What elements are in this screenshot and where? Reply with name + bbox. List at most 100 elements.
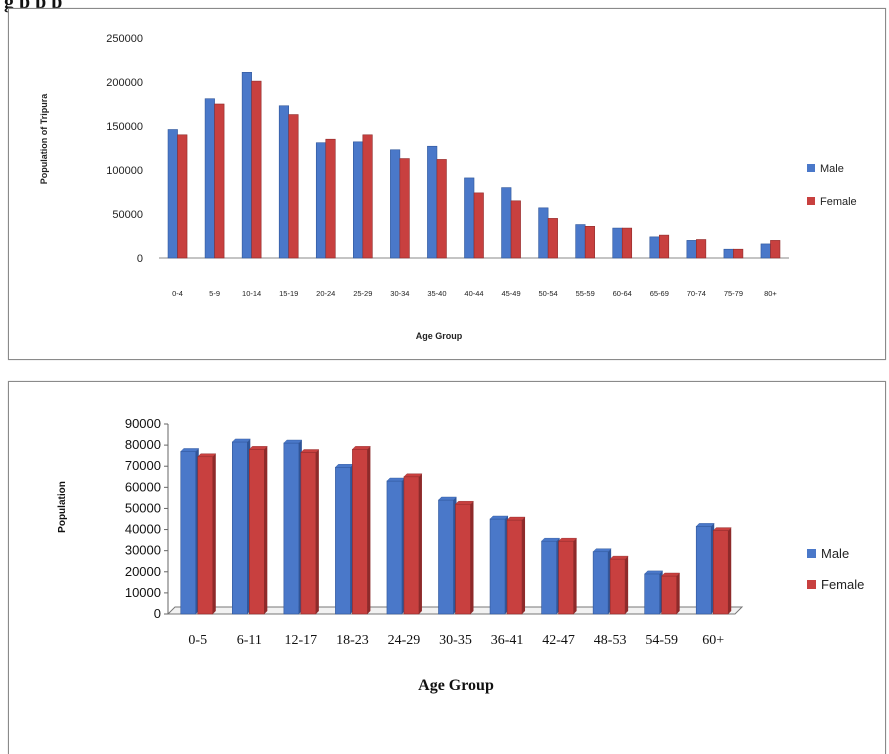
chart-2-bar-female-side (264, 446, 268, 614)
chart-2-xtick-label: 18-23 (336, 633, 369, 648)
chart-1-bar-female (696, 239, 707, 259)
chart-2-xtick-label: 12-17 (285, 633, 318, 648)
chart-2-bar-female-front (352, 449, 368, 615)
chart-2-bar-male (592, 548, 612, 615)
chart-1-xtick-label: 50-54 (539, 289, 558, 298)
chart-2-bar-female-side (625, 556, 629, 614)
chart-1-bar-male (649, 236, 660, 259)
chart-2-bar-female (455, 501, 474, 615)
chart-2-bar-male-front (232, 441, 248, 615)
chart-2-bar-male (283, 439, 303, 615)
chart-1-svg: 0 50000 100000 150000 200000 250000 0-4 5-9 10-… (39, 33, 857, 341)
chart-2-bar-female-top (661, 572, 681, 577)
chart-1-bar-male (575, 224, 586, 259)
chart-2-bar-male (334, 464, 354, 615)
chart-2-legend-male-swatch (807, 549, 816, 558)
chart-2-bar-female (248, 446, 268, 615)
chart-2-xtick-label: 42-47 (542, 633, 575, 648)
chart-2-bar-male-front (180, 451, 197, 615)
chart-1-ytick-label: 250000 (106, 33, 143, 45)
chart-2-bar-female-front (249, 449, 265, 615)
chart-1-bar-male (390, 149, 401, 259)
chart-2-bar-female (609, 555, 629, 615)
chart-2-y-axis-label: Population (57, 481, 68, 533)
chart-2-bar-female-side (367, 446, 371, 614)
chart-1-bar-female (251, 80, 262, 259)
chart-1-xtick-label: 70-74 (687, 289, 706, 298)
chart-1-bar-female (362, 134, 373, 259)
chart-1-xtick-label: 75-79 (724, 289, 743, 298)
chart-2-legend-male-label: Male (821, 546, 849, 561)
chart-1-xtick-labels: 0-4 5-9 10-14 15-19 20-24 25-29 30-34 35-40 40-4… (172, 289, 777, 298)
chart-1-ytick-label: 150000 (106, 121, 143, 133)
chart-2-bar-male-front (644, 573, 660, 615)
chart-1-bar-male (612, 227, 623, 259)
chart-2-legend: Male Female (807, 546, 864, 592)
chart-2-bar-male-top (489, 515, 509, 520)
chart-2-bar-female (351, 446, 371, 615)
chart-2-bar-male-front (438, 499, 454, 615)
chart-2-bar-female-side (573, 538, 577, 614)
chart-2-bar-male-front (592, 551, 609, 615)
chart-2-bar-female-side (418, 473, 422, 614)
chart-2-bar-female-front (558, 540, 574, 615)
chart-2-bar-female-top (403, 473, 423, 477)
chart-2-ytick-label: 70000 (125, 458, 161, 473)
chart-1-ytick-label: 0 (137, 253, 143, 265)
chart-2-bar-male (231, 438, 251, 615)
chart-1-legend-male-label: Male (820, 163, 844, 175)
chart-2-xtick-label: 0-5 (188, 633, 207, 648)
chart-1-bar-female (733, 248, 744, 259)
chart-2-bar-male (695, 523, 715, 615)
chart-1-bar-female (473, 192, 484, 259)
chart-2-bar-female (712, 527, 732, 615)
chart-2-bar-female-front (300, 452, 317, 615)
chart-2-xtick-label: 60+ (702, 633, 724, 648)
chart-1-bar-male (723, 248, 734, 259)
chart-2-bars (180, 438, 732, 615)
chart-2-bar-female-front (609, 558, 626, 615)
chart-2-bar-male-top (231, 438, 251, 443)
chart-1-ytick-label: 200000 (106, 77, 143, 89)
chart-1-xtick-label: 15-19 (279, 289, 298, 298)
chart-2-bar-male (180, 448, 200, 615)
chart-2-bar-male-front (489, 518, 506, 615)
chart-2-ytick-label: 0 (154, 606, 161, 621)
chart-2-xtick-label: 24-29 (388, 633, 421, 648)
chart-2-ytick-label: 40000 (125, 522, 161, 537)
chart-1-bar-male (760, 243, 771, 259)
chart-2-bar-male-top (283, 439, 303, 444)
chart-1-bar-female (399, 158, 410, 259)
chart-1-bar-female (436, 159, 447, 259)
chart-1-xtick-label: 25-29 (353, 289, 372, 298)
chart-2-bar-male-top (644, 570, 664, 575)
chart-2-bar-female-top (506, 516, 526, 521)
chart-2-xtick-label: 54-59 (645, 633, 678, 648)
chart-1-bar-female (770, 240, 781, 259)
chart-2-legend-female-swatch (807, 580, 816, 589)
chart-2-bar-female (300, 449, 320, 615)
chart-2-ytick-labels: 0 10000 20000 30000 40000 50000 60000 70000 8000… (125, 416, 161, 621)
chart-1-bar-female (621, 227, 633, 259)
chart-2-ytick-label: 90000 (125, 416, 161, 431)
chart-2-ytick-label: 60000 (125, 479, 161, 494)
chart-1-bar-male (538, 207, 549, 259)
chart-2-x-axis-label: Age Group (418, 677, 494, 694)
chart-2-bar-male-top (592, 548, 612, 552)
chart-1-bar-female (214, 103, 225, 259)
chart-2-ytick-label: 80000 (125, 437, 161, 452)
chart-2-xtick-labels: 0-5 6-11 12-17 18-23 24-29 30-35 36-41 42-47 48-… (188, 633, 724, 648)
chart-1-x-axis-label: Age Group (416, 331, 463, 341)
chart-1-xtick-label: 10-14 (242, 289, 261, 298)
chart-2-bar-female-front (403, 476, 420, 615)
chart-1-xtick-label: 0-4 (172, 289, 183, 298)
chart-2-bar-female-side (522, 517, 526, 614)
chart-2-bar-male-front (386, 480, 403, 615)
chart-2-bar-female-side (315, 449, 319, 614)
chart-1-bar-female (325, 138, 336, 259)
chart-2-xtick-label: 36-41 (491, 633, 524, 648)
chart-2-svg: 0 10000 20000 30000 40000 50000 60000 70000 8000… (57, 416, 864, 694)
chart-2-bar-female-side (728, 527, 732, 614)
chart-1-bars (167, 72, 781, 259)
chart-1-xtick-label: 20-24 (316, 289, 335, 298)
